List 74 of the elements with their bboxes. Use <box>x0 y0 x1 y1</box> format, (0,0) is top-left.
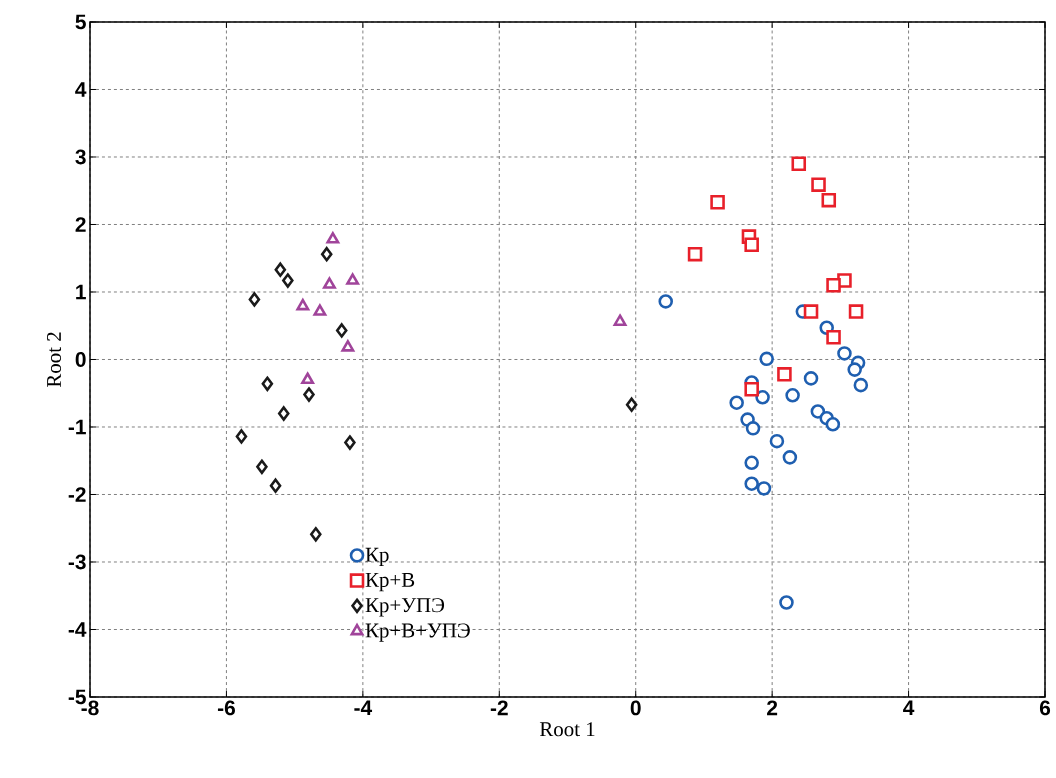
point <box>744 237 759 253</box>
point <box>687 246 703 262</box>
point <box>625 397 638 412</box>
point <box>296 298 310 311</box>
point <box>729 395 744 410</box>
point <box>755 390 770 405</box>
point <box>825 417 841 432</box>
point <box>310 527 322 542</box>
legend-label: Кр+В+УПЭ <box>365 623 470 642</box>
point <box>826 277 841 293</box>
y-tick-label: -2 <box>68 487 86 502</box>
point <box>335 323 348 338</box>
point <box>756 481 772 496</box>
point <box>613 314 627 326</box>
point <box>320 246 333 262</box>
point <box>826 329 841 345</box>
x-tick-label: 2 <box>767 700 778 716</box>
legend-label: Кр <box>365 547 389 566</box>
y-tick-label: 4 <box>75 82 87 97</box>
point <box>326 232 340 244</box>
point <box>779 595 794 610</box>
point <box>744 381 759 397</box>
point <box>710 194 725 210</box>
point <box>346 273 360 285</box>
point <box>803 371 819 386</box>
point <box>269 478 282 493</box>
point <box>803 304 819 319</box>
point <box>274 262 287 277</box>
point <box>301 372 315 385</box>
point <box>821 192 837 208</box>
point <box>322 277 336 289</box>
point <box>303 387 315 402</box>
y-tick-label: 2 <box>75 217 86 232</box>
point <box>744 476 759 491</box>
point <box>282 273 294 288</box>
point <box>769 433 785 449</box>
point <box>344 435 356 450</box>
point <box>847 362 862 377</box>
y-tick-label: 0 <box>75 352 86 367</box>
point <box>341 340 355 352</box>
x-tick-label: 0 <box>630 700 641 716</box>
point <box>759 351 774 367</box>
point <box>791 156 807 172</box>
x-tick-label: -6 <box>217 700 235 716</box>
point <box>658 294 674 309</box>
x-tick-label: -4 <box>354 700 373 715</box>
point <box>261 376 274 392</box>
point <box>248 292 261 307</box>
x-axis-title: Root 1 <box>539 722 595 737</box>
point <box>848 304 864 319</box>
point <box>777 367 792 382</box>
point <box>782 450 798 465</box>
y-tick-label: 5 <box>75 14 86 30</box>
y-tick-label: 1 <box>76 284 86 300</box>
x-tick-label: 4 <box>903 700 915 715</box>
legend-label: Кр+В <box>365 573 415 592</box>
point <box>256 459 268 475</box>
point <box>745 421 761 436</box>
x-tick-label: 6 <box>1039 700 1051 716</box>
point <box>837 346 852 361</box>
point <box>313 304 327 316</box>
y-tick-label: 3 <box>75 149 86 165</box>
y-axis-title: Root 2 <box>46 332 62 388</box>
y-tick-label: -3 <box>68 554 86 570</box>
point <box>811 177 826 192</box>
point <box>853 377 869 393</box>
point <box>277 406 290 421</box>
y-tick-label: -1 <box>68 419 86 435</box>
x-tick-label: -2 <box>490 700 508 716</box>
y-tick-label: -4 <box>68 622 87 637</box>
point <box>235 429 248 444</box>
point <box>744 455 759 471</box>
point <box>785 387 800 403</box>
legend-label: Кр+УПЭ <box>365 598 445 617</box>
